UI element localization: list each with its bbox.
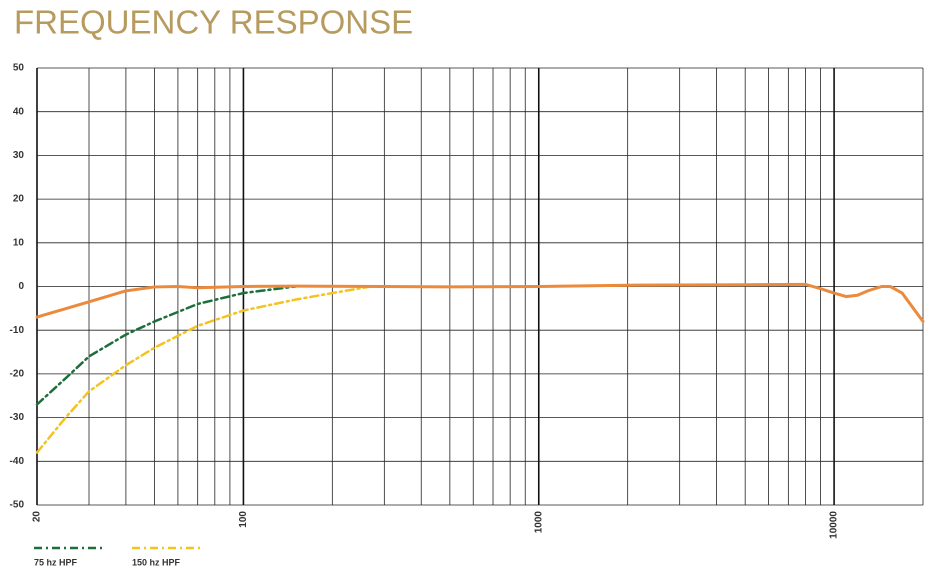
legend-label: 150 hz HPF [132, 557, 181, 567]
series-line [35, 285, 373, 454]
x-tick-label: 1000 [533, 511, 544, 534]
y-tick-label: 30 [13, 150, 25, 161]
y-tick-label: 0 [18, 281, 24, 292]
series-line [35, 282, 925, 323]
x-tick-label: 20 [32, 511, 43, 523]
y-tick-label: -30 [10, 412, 25, 423]
legend-label: 75 hz HPF [34, 557, 78, 567]
x-tick-label: 10000 [829, 511, 840, 539]
y-tick-label: 10 [13, 237, 25, 248]
y-tick-label: -40 [10, 456, 25, 467]
y-tick-label: -50 [10, 500, 25, 511]
x-tick-label: 100 [238, 511, 249, 528]
series-line [35, 285, 297, 406]
y-tick-label: 20 [13, 194, 25, 205]
y-tick-label: -10 [10, 325, 25, 336]
chart-title: FREQUENCY RESPONSE [14, 4, 413, 41]
y-tick-label: -20 [10, 369, 25, 380]
y-tick-label: 50 [13, 63, 25, 74]
y-tick-label: 40 [13, 106, 25, 117]
